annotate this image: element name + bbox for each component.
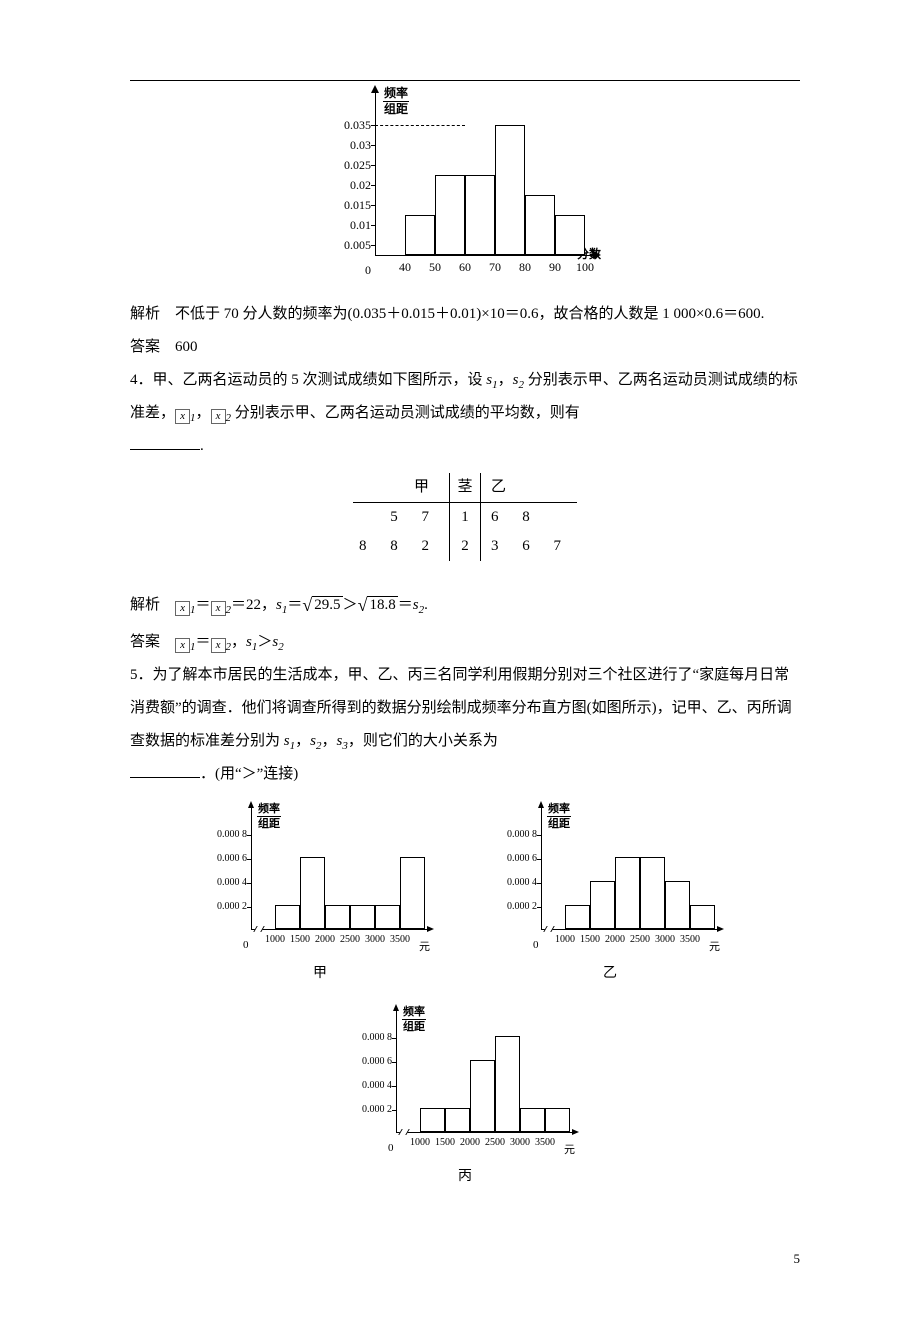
origin-label: 0 (365, 257, 371, 283)
q4-text: 4．甲、乙两名运动员的 5 次测试成绩如下图所示，设 s1，s2 分别表示甲、乙… (130, 364, 800, 430)
q4-answer: 答案 x1＝x2，s1＞s2 (130, 626, 800, 659)
stem-leaf-plot: 甲 茎 乙 5 7 1 6 8 8 8 2 2 3 6 7 (130, 473, 800, 574)
q3-answer: 答案 600 (130, 331, 800, 364)
q5-text: 5．为了解本市居民的生活成本，甲、乙、丙三名同学利用假期分别对三个社区进行了“家… (130, 659, 800, 758)
histogram-q3: 频率组距 分数 0 0.0050.010.0150.020.0250.030.0… (130, 85, 800, 288)
three-histograms: 频率组距元0甲0.000 20.000 40.000 60.000 810001… (130, 799, 800, 1195)
bars-container (375, 85, 595, 255)
q4-explanation: 解析 x1＝x2＝22，s1＝√29.5＞√18.8＝s2. (130, 586, 800, 626)
q5-blank: ．(用“＞”连接) (130, 758, 800, 791)
page-number: 5 (130, 1245, 800, 1274)
q4-blank: . (130, 430, 800, 463)
panel-jia: 频率组距元0甲0.000 20.000 40.000 60.000 810001… (205, 799, 435, 979)
panel-bing: 频率组距元0丙0.000 20.000 40.000 60.000 810001… (350, 1002, 580, 1182)
q3-explanation: 解析 不低于 70 分人数的频率为(0.035＋0.015＋0.01)×10＝0… (130, 298, 800, 331)
panel-yi: 频率组距元0乙0.000 20.000 40.000 60.000 810001… (495, 799, 725, 979)
